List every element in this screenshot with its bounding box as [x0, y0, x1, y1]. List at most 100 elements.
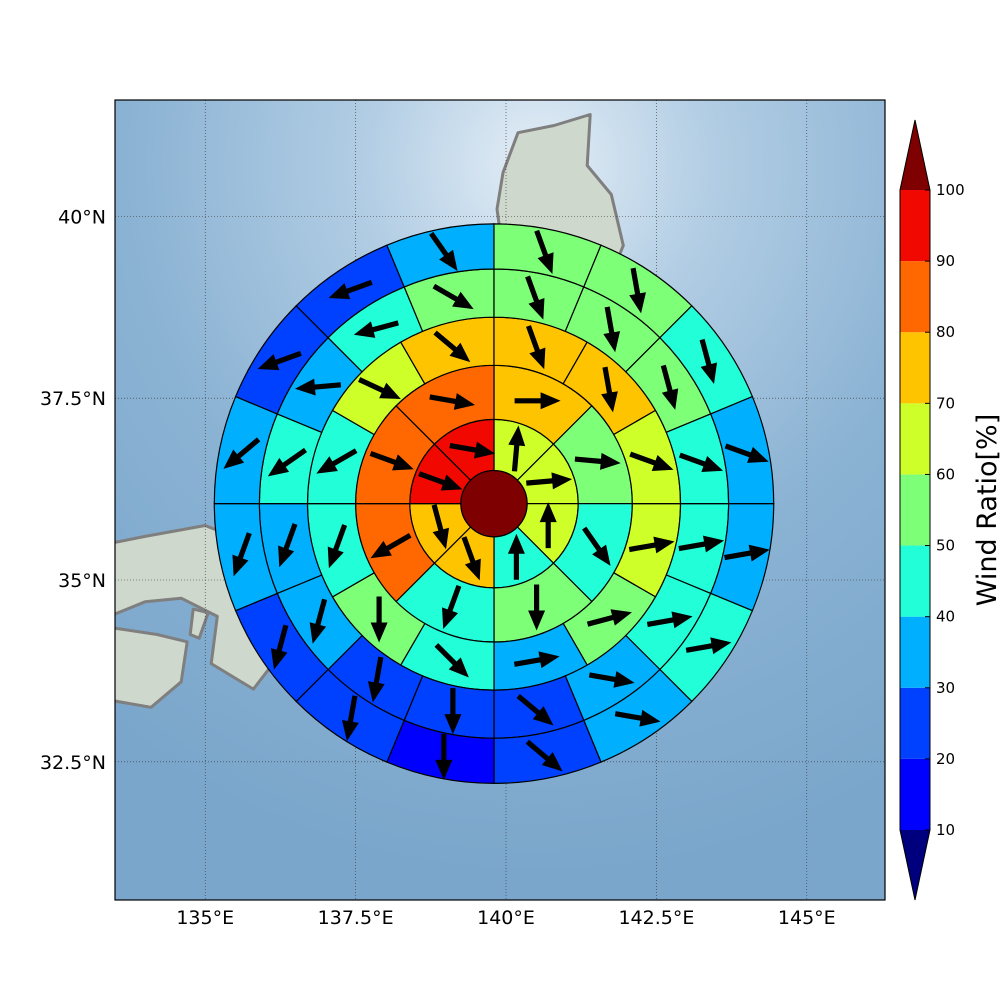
wind-arrow-shape — [257, 350, 302, 371]
wind-arrow — [327, 524, 348, 569]
wind-arrow — [629, 267, 646, 314]
awaji-landmass — [188, 607, 210, 640]
y-tick-label: 35°N — [58, 570, 106, 592]
wind-arrow — [431, 504, 450, 550]
wind-arrow-shape — [370, 532, 412, 559]
wind-arrow-shape — [724, 443, 769, 463]
wind-arrow — [353, 320, 399, 338]
wind-arrow — [603, 306, 621, 353]
wind-arrow-shape — [429, 231, 458, 272]
wind-arrow-shape — [327, 524, 348, 569]
colorbar-tick-label: 90 — [936, 252, 955, 270]
wind-arrow-shape — [660, 364, 679, 410]
wind-arrow — [513, 651, 560, 669]
wind-arrow-shape — [678, 452, 724, 472]
wind-arrow-shape — [353, 320, 399, 338]
wind-arrow-shape — [267, 447, 308, 477]
wind-arrow — [528, 584, 546, 631]
wind-arrow-shape — [603, 306, 621, 353]
colorbar-segment — [900, 758, 930, 830]
wind-arrow — [629, 451, 674, 471]
wind-arrow-shape — [342, 695, 359, 742]
wind-arrow — [614, 709, 661, 727]
wind-arrow-shape — [516, 693, 554, 726]
wind-arrow-shape — [432, 283, 474, 310]
wind-arrow-shape — [294, 378, 342, 396]
colorbar: 10 20 30 40 50 60 70 80 90 100 — [899, 119, 965, 901]
wind-arrow — [278, 523, 298, 568]
wind-arrow — [507, 533, 525, 580]
wind-arrow-shape — [629, 267, 646, 314]
wind-arrow-shape — [429, 393, 476, 410]
wind-arrow — [724, 443, 769, 463]
wind-arrow — [508, 425, 526, 472]
wind-arrow-shape — [685, 637, 732, 655]
wind-arrow-shape — [678, 535, 725, 553]
colorbar-tick-label: 10 — [936, 821, 955, 839]
wind-arrow — [434, 643, 469, 678]
wind-arrow — [685, 637, 732, 655]
wind-arrow — [461, 536, 481, 581]
colorbar-tick-label: 80 — [936, 323, 955, 341]
wind-arrow-shape — [309, 598, 328, 644]
wind-arrow — [432, 283, 474, 310]
wind-arrow-shape — [461, 536, 481, 581]
wind-arrow — [516, 693, 554, 726]
center-disc — [460, 469, 528, 538]
wind-arrow-shape — [270, 624, 289, 670]
wind-arrow-shape — [574, 452, 621, 470]
wind-arrow — [267, 447, 308, 477]
wind-arrow-shape — [534, 229, 554, 274]
wind-arrow — [601, 366, 618, 413]
y-tick-label: 40°N — [58, 206, 106, 228]
wind-arrow — [316, 448, 358, 474]
wind-arrow — [526, 472, 573, 490]
x-axis-ticks: 135°E 137.5°E 140°E 142.5°E 145°E — [176, 907, 835, 929]
wind-arrow-shape — [525, 275, 545, 320]
wind-arrow — [328, 279, 373, 300]
colorbar-segment — [900, 474, 930, 546]
colorbar-segment — [900, 261, 930, 333]
wind-arrow-shape — [588, 671, 635, 688]
wind-arrow — [539, 502, 557, 549]
y-tick-label: 37.5°N — [40, 388, 106, 410]
x-tick-label: 135°E — [176, 907, 234, 929]
wind-arrow-shape — [582, 526, 611, 566]
wind-arrow-shape — [614, 709, 661, 727]
wind-arrow — [699, 338, 718, 384]
wind-arrow-shape — [528, 584, 546, 631]
wind-arrow-shape — [525, 739, 563, 772]
map-frame — [114, 99, 886, 901]
wind-arrow-shape — [526, 325, 546, 370]
colorbar-tick-label: 70 — [936, 394, 955, 412]
wind-arrow-shape — [449, 441, 496, 459]
y-tick-label: 32.5°N — [40, 752, 106, 774]
wind-arrow — [270, 624, 289, 670]
wind-arrow — [342, 695, 359, 742]
wind-arrow-shape — [628, 536, 675, 554]
wind-arrow — [429, 231, 458, 272]
wind-arrow-shape — [369, 451, 414, 471]
wind-arrow — [444, 688, 462, 735]
wind-arrow — [370, 596, 388, 643]
wind-arrow — [358, 377, 401, 399]
wind-arrow-shape — [513, 651, 560, 669]
wind-arrow-shape — [431, 504, 450, 550]
wind-arrow-shape — [646, 611, 693, 629]
wind-arrow-shape — [699, 338, 718, 384]
colorbar-over-extension — [900, 120, 930, 190]
wind-arrow-shape — [278, 523, 298, 568]
colorbar-tick-label: 60 — [936, 465, 955, 483]
x-tick-label: 145°E — [778, 907, 836, 929]
wind-arrow-shape — [539, 502, 557, 549]
colorbar-title: Wind Ratio[%] — [972, 414, 1000, 606]
colorbar-segment — [900, 687, 930, 759]
wind-arrow-shape — [418, 471, 463, 491]
wind-arrow-shape — [724, 544, 770, 562]
wind-arrows — [223, 229, 770, 780]
wind-arrow — [367, 656, 385, 703]
wind-arrow — [442, 584, 462, 630]
wind-arrow-shape — [367, 656, 385, 703]
colorbar-tick-label: 50 — [936, 537, 955, 555]
colorbar-segment — [900, 332, 930, 404]
